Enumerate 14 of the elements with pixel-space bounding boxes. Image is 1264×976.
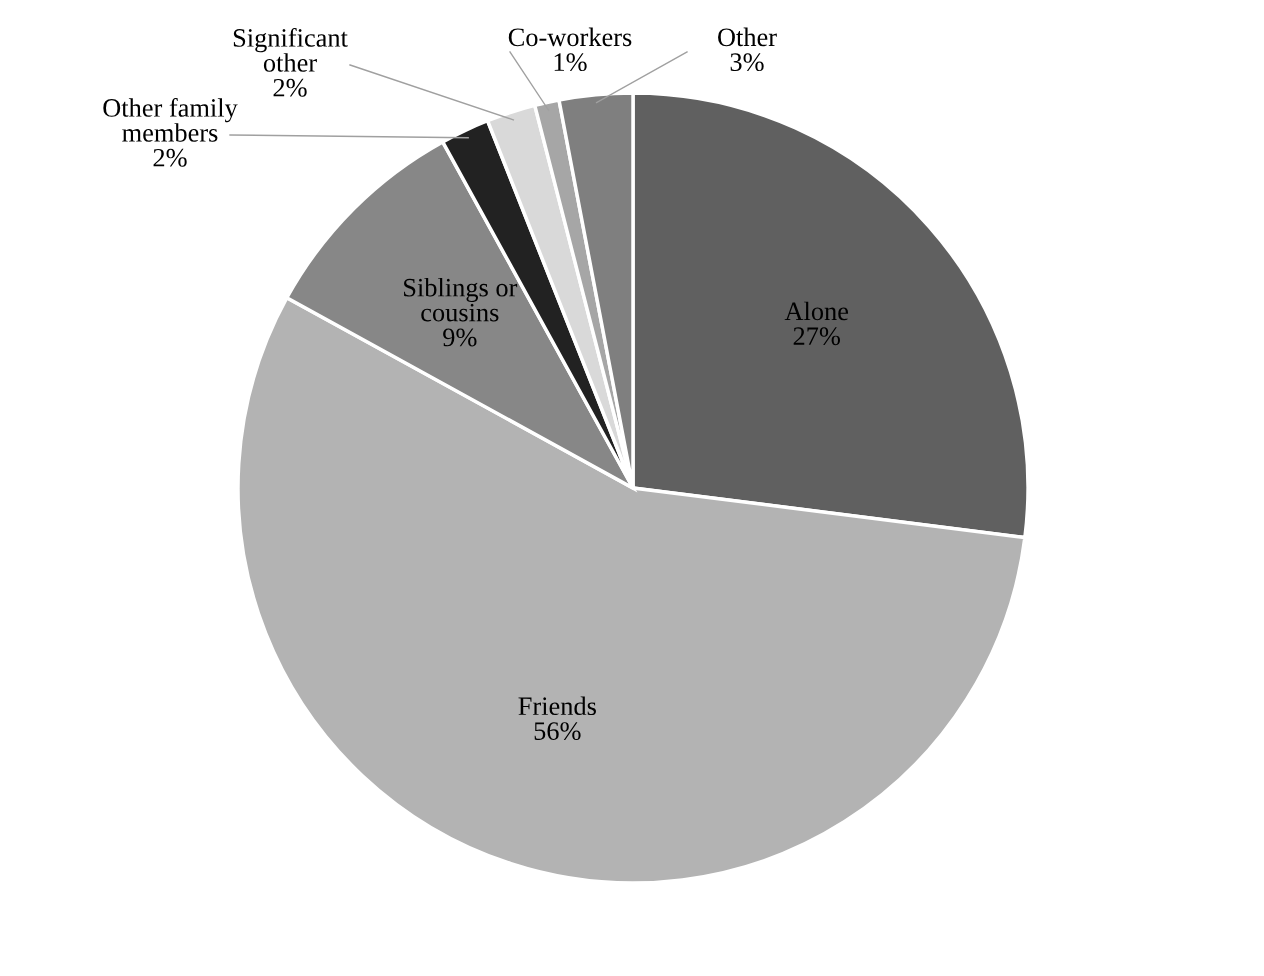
data-label: 3% [730, 53, 764, 72]
slice-label: Other family members [103, 98, 238, 142]
data-label: 9% [443, 328, 477, 347]
slice-label: Other [718, 27, 777, 47]
slice-label: Alone [784, 301, 849, 321]
slice-label: Co-workers [508, 27, 632, 47]
data-label: 27% [793, 327, 840, 346]
slice-label: Friends [518, 696, 596, 716]
slice-label: Significant other [233, 28, 348, 72]
data-label: 2% [153, 148, 187, 167]
slice-label: Siblings or cousins [404, 277, 518, 322]
data-label: 1% [554, 53, 587, 72]
data-label: 2% [273, 78, 307, 97]
data-label: 56% [534, 722, 581, 741]
